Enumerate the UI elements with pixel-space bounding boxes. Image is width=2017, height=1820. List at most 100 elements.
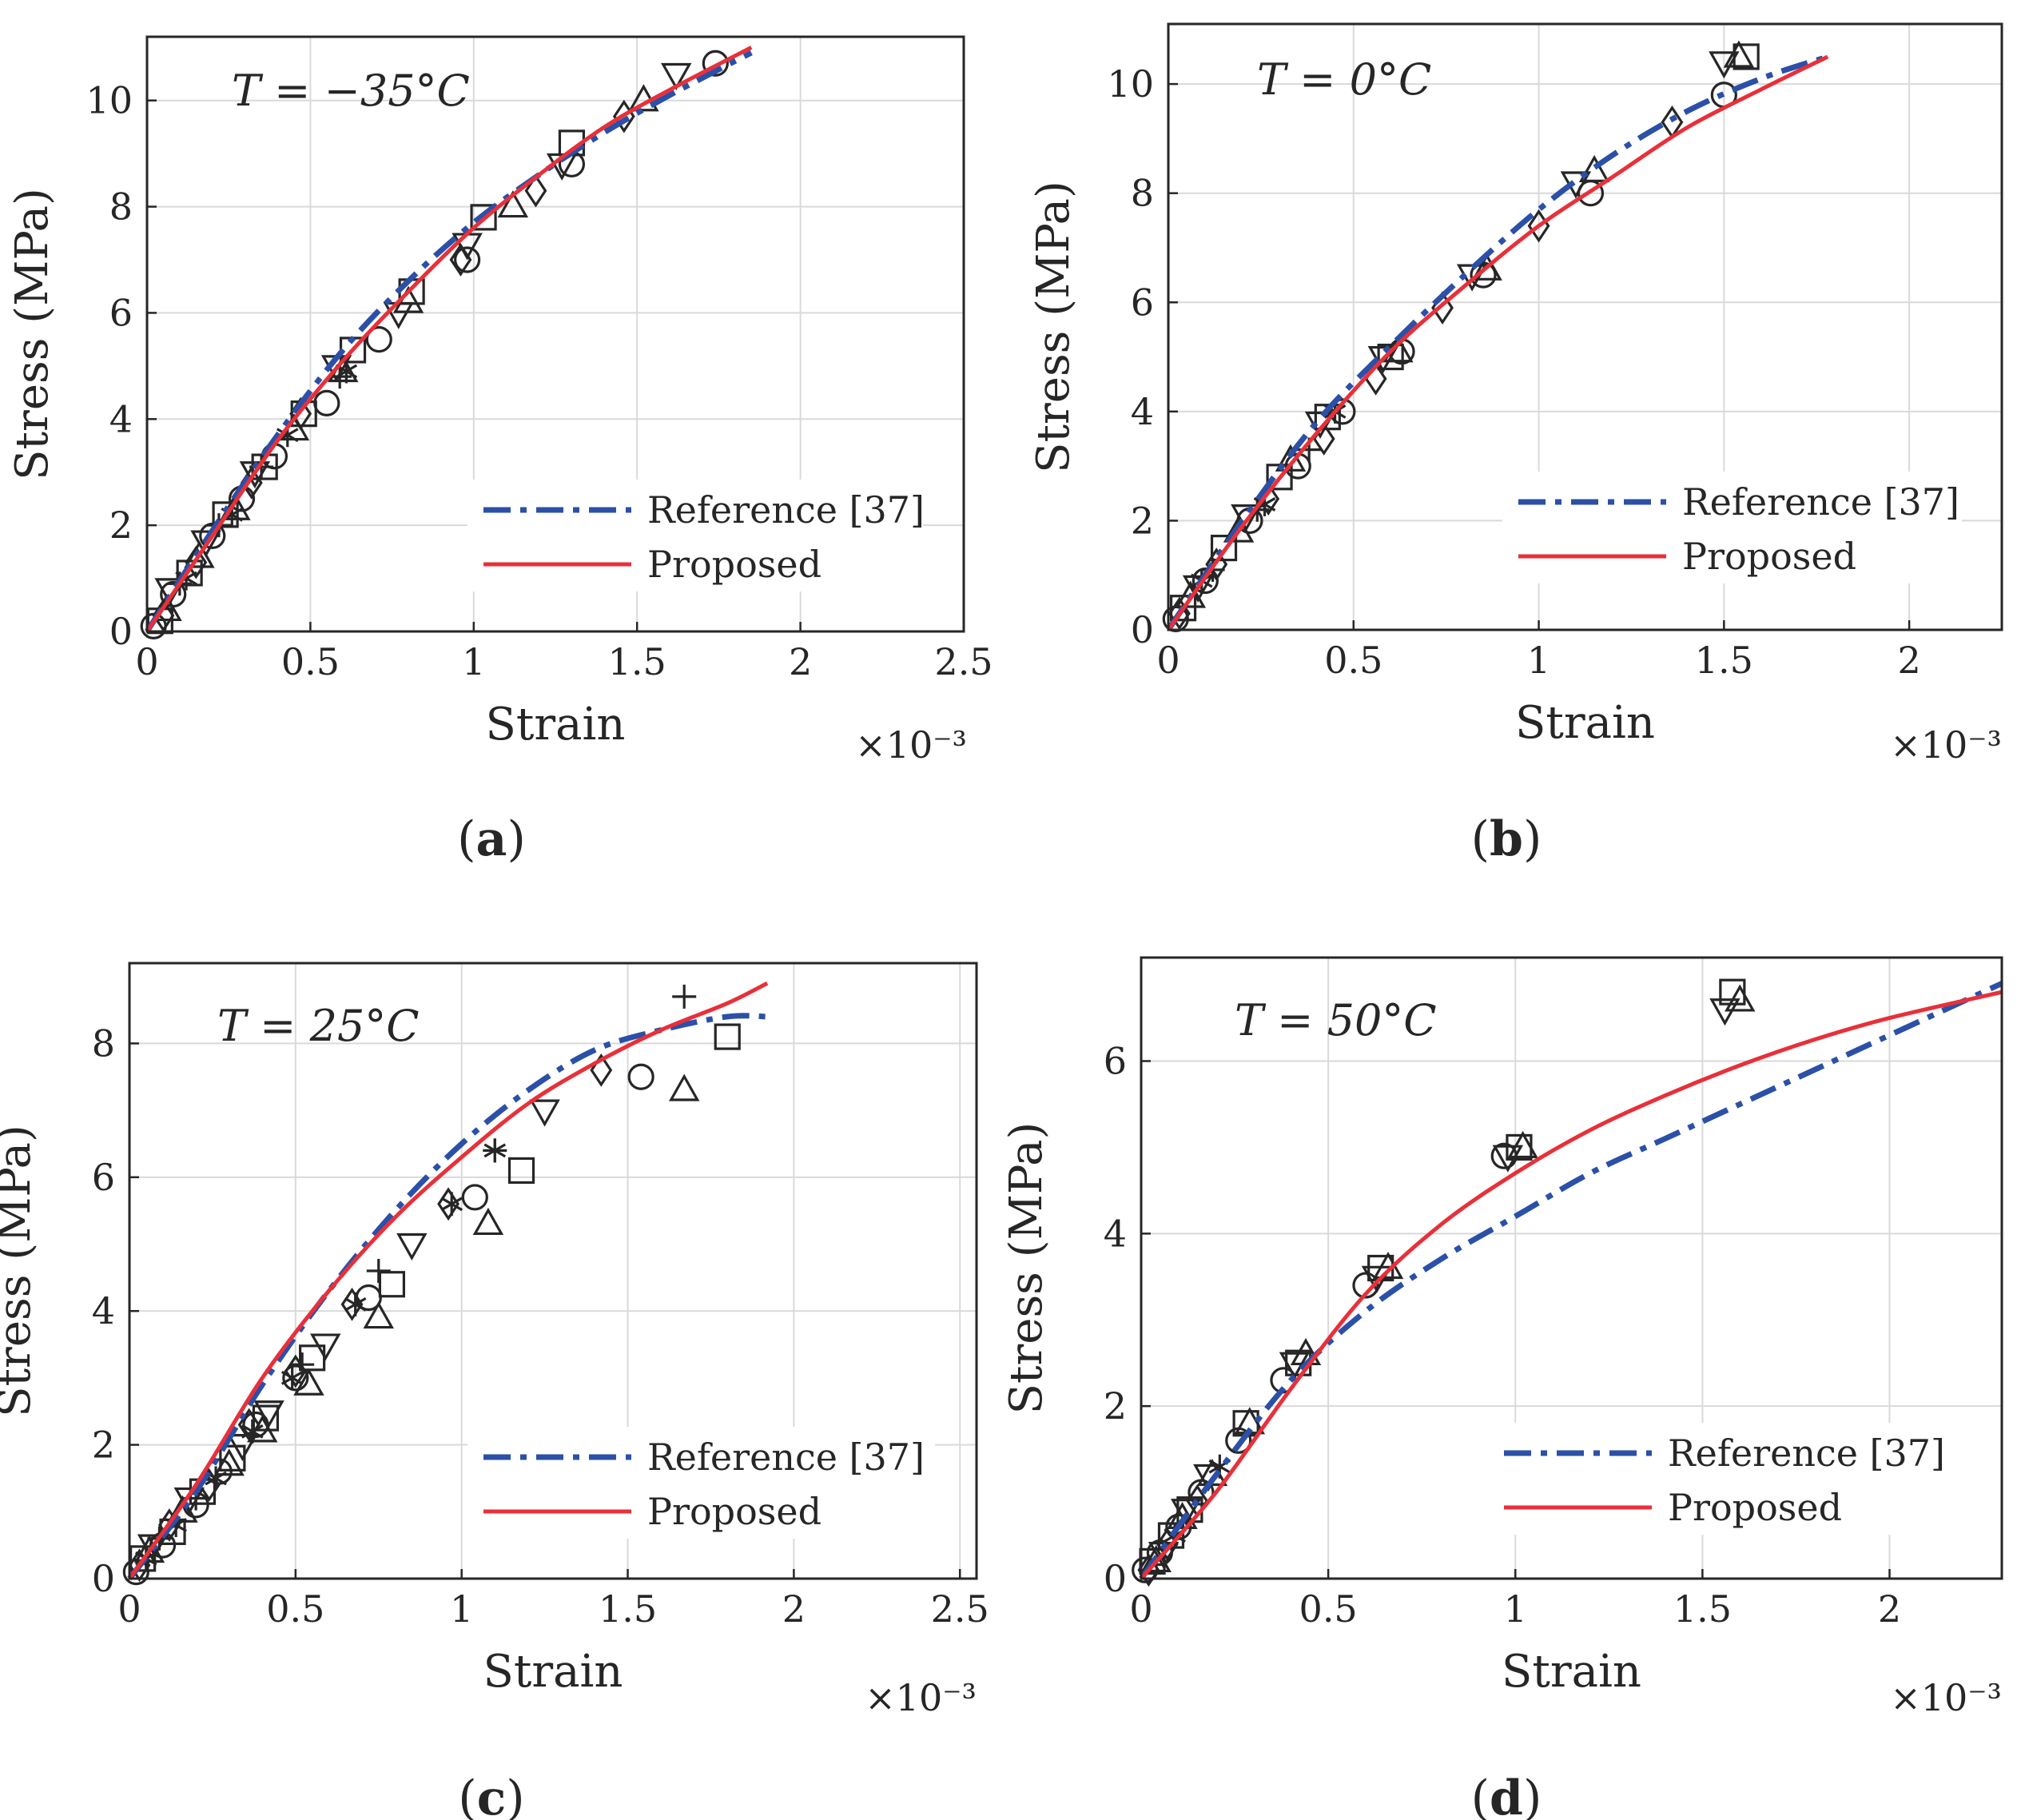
marker-triangle-down [1709,51,1740,79]
panel-caption: (d) [1471,1770,1542,1820]
y-tick-label: 6 [1104,1040,1127,1083]
marker-diamond [1168,596,1191,631]
y-axis-label: Stress (MPa) [0,1125,41,1417]
marker-diamond [185,545,208,579]
marker-circle [1329,398,1356,425]
x-tick-label: 0.5 [266,1587,324,1631]
y-tick-label: 6 [1131,281,1154,324]
marker-triangle-down [1492,1145,1524,1173]
x-axis-label: Strain [486,699,626,751]
axes-box [1167,22,2003,631]
legend-reference-label: Reference [37] [647,488,925,532]
x-tick-label: 1 [450,1587,473,1631]
marker-triangle-down [396,1233,428,1261]
series-proposed-line [1140,990,2003,1580]
marker-triangle-down [1279,1352,1311,1380]
marker-triangle-up [1723,40,1755,68]
marker-asterisk [280,1365,304,1390]
x-tick-label: 0 [1129,1587,1152,1631]
x-axis-label: Strain [1515,697,1655,749]
ticks: 0 0.5 1 1.5 2 2.5 0 2 4 6 8 [92,1022,989,1631]
marker-triangle-down [1709,998,1741,1026]
marker-triangle-down [1361,1265,1393,1293]
marker-square [1719,978,1746,1006]
panel-caption: (c) [458,1770,524,1820]
x-tick-label: 2.5 [931,1587,989,1631]
x-tick-label: 1.5 [1673,1587,1732,1631]
series-layer [1139,981,2003,1581]
y-tick-label: 2 [109,504,133,547]
x-tick-label: 0 [117,1587,141,1631]
x-tick-label: 1.5 [608,640,666,683]
marker-circle [313,389,340,416]
marker-triangle-down [1170,1499,1202,1527]
x-tick-label: 0.5 [1324,639,1382,682]
y-tick-label: 0 [109,610,133,653]
legend: Reference [37] Proposed [467,1427,935,1539]
marker-square [714,1023,741,1050]
x-tick-label: 2 [1897,639,1920,682]
y-tick-label: 0 [1131,608,1154,651]
y-tick-label: 2 [1104,1384,1127,1428]
y-tick-label: 2 [1131,499,1154,542]
marker-diamond [1205,548,1228,581]
legend-reference-label: Reference [37] [1668,1432,1945,1475]
marker-triangle-down [310,1333,341,1361]
marker-plus [672,984,697,1009]
axes-box [128,962,978,1580]
series-layer [127,981,769,1581]
x-tick-label: 1.5 [1695,639,1753,682]
series-proposed-line [1166,54,1829,631]
x-axis-label: Strain [483,1646,623,1698]
panel-caption: (a) [457,811,526,867]
legend: Reference [37] Proposed [1488,1423,1959,1535]
legend: Reference [37] Proposed [467,480,925,591]
temperature-annotation: T = 50°C [1235,995,1437,1045]
y-tick-label: 8 [1131,172,1154,215]
y-tick-label: 8 [109,185,133,229]
marker-triangle-up [472,1207,504,1236]
marker-circle [454,246,481,273]
marker-triangle-up [363,1301,395,1329]
marker-asterisk [241,1419,264,1444]
marker-triangle-down [1182,575,1214,603]
x-tick-label: 1.5 [599,1587,657,1631]
ticks: 0 0.5 1 1.5 2 0 2 4 6 8 10 [1107,62,1920,682]
marker-triangle-up [213,1448,245,1476]
marker-circle [461,1184,488,1211]
marker-square [219,1444,246,1472]
marker-square [378,1271,405,1298]
marker-square [129,1545,157,1572]
y-axis-label: Stress (MPa) [1028,181,1080,473]
marker-triangle-down [661,62,692,91]
marker-diamond [524,173,547,208]
y-tick-label: 6 [92,1156,115,1199]
series-proposed-line [127,981,769,1580]
y-tick-label: 4 [92,1289,115,1332]
marker-circle [627,1063,654,1090]
y-tick-label: 6 [109,291,133,334]
x-tick-label: 0.5 [281,640,340,683]
x-tick-label: 2 [782,1587,806,1631]
y-tick-label: 2 [92,1424,115,1467]
y-tick-label: 0 [1104,1557,1127,1600]
x-tick-label: 0 [135,640,158,683]
series-proposed-line [145,46,753,633]
marker-square [1377,343,1404,371]
marker-triangle-down [529,1099,560,1127]
y-tick-label: 10 [86,79,133,122]
legend-proposed-label: Proposed [1668,1486,1842,1529]
legend-proposed-label: Proposed [647,1490,822,1533]
marker-triangle-up [668,1073,700,1101]
legend-box [1488,1423,1959,1535]
y-tick-label: 4 [109,397,133,440]
marker-triangle-up [1578,154,1610,182]
legend-box [467,1427,935,1539]
y-axis-label: Stress (MPa) [1001,1122,1052,1415]
x-tick-label: 0 [1156,639,1180,682]
marker-asterisk [344,1292,367,1316]
caption-letter: d [1490,1770,1523,1820]
marker-circle [282,1364,309,1392]
legend-reference-label: Reference [37] [647,1436,925,1479]
ticks: 0 0.5 1 1.5 2 2.5 0 2 4 6 8 10 [86,79,993,683]
